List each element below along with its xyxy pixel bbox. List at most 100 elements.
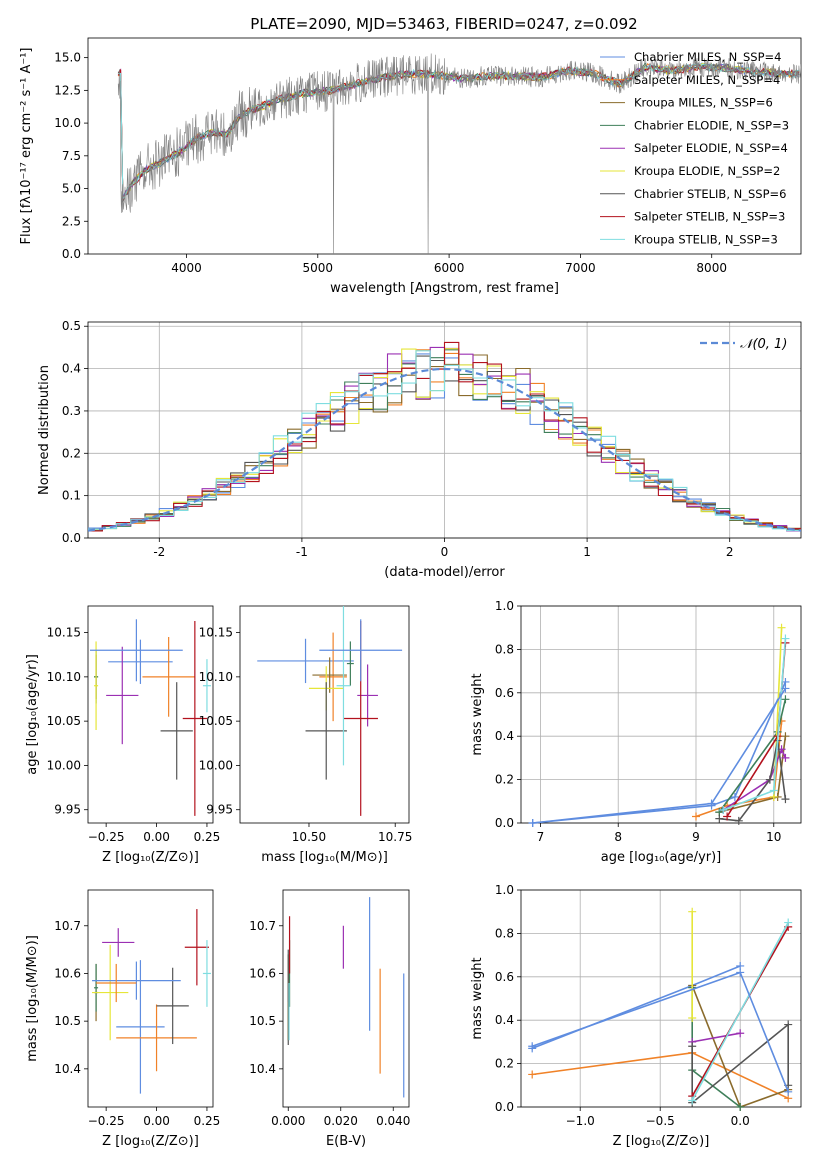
weight-point-marker xyxy=(769,786,778,795)
y-tick-label: 10.00 xyxy=(47,758,81,772)
x-tick-label: 10.50 xyxy=(292,830,326,844)
weight-point-marker xyxy=(781,684,790,693)
axes-frame xyxy=(87,37,802,255)
weight-point-marker xyxy=(736,968,745,977)
weight-series-line xyxy=(531,965,741,1050)
weight-point-marker xyxy=(784,918,793,927)
x-tick-label: −1.0 xyxy=(566,1114,595,1128)
legend-label: Salpeter MILES, N_SSP=4 xyxy=(634,73,780,87)
weight-point-marker xyxy=(715,814,724,823)
weight-point-marker xyxy=(784,1020,793,1029)
weight-point-marker xyxy=(528,1042,537,1051)
y-tick-label: 0.5 xyxy=(62,319,81,333)
legend-label: Salpeter STELIB, N_SSP=3 xyxy=(634,210,785,224)
y-tick-label: 0.4 xyxy=(62,362,81,376)
weight-series-line xyxy=(532,681,787,824)
y-tick-label: 0.6 xyxy=(495,686,514,700)
y-tick-label: 5.0 xyxy=(62,182,81,196)
legend-label: Kroupa ELODIE, N_SSP=2 xyxy=(634,164,780,178)
y-tick-label: 0.4 xyxy=(495,1013,514,1027)
legend-label: Kroupa STELIB, N_SSP=3 xyxy=(634,232,778,246)
y-tick-label: 10.00 xyxy=(199,758,233,772)
y-tick-label: 9.95 xyxy=(54,803,81,817)
y-tick-label: 10.0 xyxy=(54,116,81,130)
x-tick-label: 0 xyxy=(441,545,449,559)
weight-point-marker xyxy=(781,634,790,643)
weight-series-line xyxy=(691,922,789,1101)
y-tick-label: 15.0 xyxy=(54,51,81,65)
axes-frame xyxy=(87,605,214,824)
x-tick-label: 1 xyxy=(583,545,591,559)
y-axis-label: mass [log₁₀(M/M⊙)] xyxy=(25,935,40,1062)
y-axis-label: mass weight xyxy=(470,957,485,1039)
x-tick-label: 6000 xyxy=(434,261,465,275)
x-tick-label: −0.25 xyxy=(88,830,125,844)
x-tick-label: 0.040 xyxy=(376,1114,410,1128)
x-tick-label: -2 xyxy=(153,545,165,559)
y-tick-label: 0.2 xyxy=(62,446,81,460)
axes-frame xyxy=(87,321,802,539)
gaussian-curve xyxy=(88,367,801,532)
weight-point-marker xyxy=(723,812,732,821)
legend-label: Kroupa MILES, N_SSP=6 xyxy=(634,96,773,110)
y-tick-label: 10.6 xyxy=(54,966,81,980)
weight-point-marker xyxy=(692,812,700,821)
x-tick-label: −0.5 xyxy=(646,1114,675,1128)
weight-point-marker xyxy=(736,1029,745,1038)
x-tick-label: 8 xyxy=(614,830,622,844)
weight-point-marker xyxy=(688,1096,697,1105)
y-tick-label: 10.6 xyxy=(249,966,276,980)
y-tick-label: 0.0 xyxy=(62,531,81,545)
weight-point-marker xyxy=(730,792,739,801)
observed-spectrum-line xyxy=(117,53,801,254)
y-tick-label: 0.0 xyxy=(62,247,81,261)
legend-label: Salpeter ELODIE, N_SSP=4 xyxy=(634,141,788,155)
legend-label: Chabrier ELODIE, N_SSP=3 xyxy=(634,118,789,132)
y-tick-label: 10.05 xyxy=(47,714,81,728)
y-tick-label: 10.10 xyxy=(199,670,233,684)
x-tick-label: 9 xyxy=(692,830,700,844)
x-tick-label: 0.00 xyxy=(143,1114,170,1128)
chart-layer: 4000 5000 6000 7000 80000.02.55.07.510.012.5… xyxy=(19,37,802,1149)
y-tick-label: 0.0 xyxy=(495,1100,514,1114)
x-tick-label: 8000 xyxy=(696,261,727,275)
weight-point-marker xyxy=(688,1042,697,1051)
x-tick-label: 0.000 xyxy=(271,1114,305,1128)
x-tick-label: 2 xyxy=(726,545,734,559)
weight-point-marker xyxy=(736,1103,745,1111)
x-axis-label: Z [log₁₀(Z/Z⊙)] xyxy=(102,1134,199,1149)
x-tick-label: 0.0 xyxy=(731,1114,750,1128)
y-tick-label: 0.0 xyxy=(495,816,514,830)
x-tick-label: 7000 xyxy=(565,261,596,275)
x-tick-label: 0.020 xyxy=(324,1114,358,1128)
y-tick-label: 0.3 xyxy=(62,404,81,418)
y-tick-label: 2.5 xyxy=(62,214,81,228)
weight-series-line xyxy=(695,720,783,818)
y-tick-label: 10.05 xyxy=(199,714,233,728)
y-tick-label: 10.4 xyxy=(54,1062,81,1076)
weight-series-line xyxy=(722,638,787,811)
x-axis-label: (data-model)/error xyxy=(384,565,505,580)
y-tick-label: 0.8 xyxy=(495,642,514,656)
y-tick-label: 0.8 xyxy=(495,926,514,940)
x-tick-label: 10.75 xyxy=(378,830,412,844)
weight-point-marker xyxy=(688,907,697,916)
figure-title: PLATE=2090, MJD=53463, FIBERID=0247, z=0… xyxy=(250,15,637,33)
y-tick-label: 0.1 xyxy=(62,489,81,503)
weight-series-line xyxy=(532,688,787,824)
x-tick-label: 7 xyxy=(537,830,545,844)
hist-steps xyxy=(88,341,801,532)
y-tick-label: 10.15 xyxy=(199,626,233,640)
y-tick-label: 10.10 xyxy=(47,670,81,684)
axes-frame xyxy=(520,889,802,1108)
weight-point-marker xyxy=(528,1070,537,1079)
y-tick-label: 10.7 xyxy=(249,919,276,933)
y-tick-label: 12.5 xyxy=(54,83,81,97)
x-tick-label: −0.25 xyxy=(88,1114,125,1128)
weight-point-marker xyxy=(734,816,743,825)
weight-point-marker xyxy=(777,623,786,632)
axes-frame xyxy=(239,605,410,824)
y-tick-label: 0.6 xyxy=(495,970,514,984)
x-tick-label: 0.00 xyxy=(143,830,170,844)
y-axis-label: mass weight xyxy=(470,673,485,755)
